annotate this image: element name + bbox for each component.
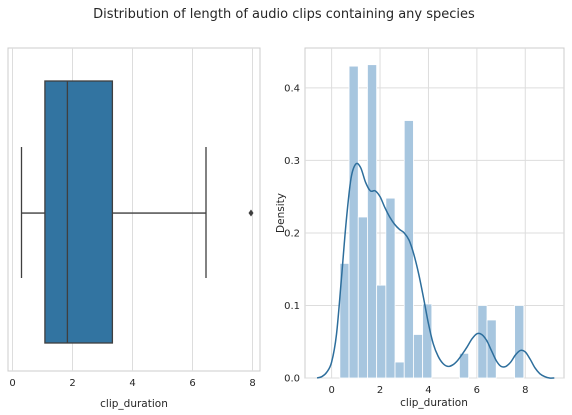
histogram-y-axis-label: Density: [275, 193, 287, 233]
boxplot-x-tick-label: 6: [189, 378, 195, 389]
histogram-bar: [514, 305, 525, 379]
histogram-bar: [367, 64, 378, 379]
histogram-y-tick-label: 0.4: [284, 83, 300, 94]
histogram-bar: [413, 334, 424, 379]
histogram-x-tick-label: 6: [474, 385, 480, 396]
boxplot-outlier-point: [248, 209, 254, 217]
histogram-bar: [394, 361, 405, 379]
histogram-tick-labels: 0 2 4 6 8 0.0 0.1 0.2 0.3 0.4: [284, 83, 528, 396]
histogram-x-tick-label: 0: [328, 385, 334, 396]
boxplot-marks: [20, 80, 254, 344]
histogram-bar: [477, 305, 488, 379]
histogram-y-tick-label: 0.0: [284, 374, 300, 385]
histogram-panel: 0 2 4 6 8 0.0 0.1 0.2 0.3 0.4 clip_duration Densi…: [275, 47, 565, 409]
boxplot-tick-labels: 0 2 4 6 8: [9, 378, 255, 389]
histogram-bar: [357, 216, 368, 379]
histogram-y-tick-label: 0.1: [284, 301, 300, 312]
histogram-x-axis-label: clip_duration: [400, 397, 468, 409]
figure-title: Distribution of length of audio clips co…: [93, 7, 475, 22]
histogram-bar: [385, 197, 396, 379]
kde-density-curve: [316, 162, 555, 379]
histogram-bar: [348, 65, 359, 379]
boxplot-panel: 0 2 4 6 8 clip_duration: [7, 47, 261, 410]
boxplot-x-tick-label: 2: [69, 378, 75, 389]
histogram-x-tick-label: 4: [425, 385, 431, 396]
histogram-bar: [403, 120, 414, 379]
boxplot-x-tick-label: 4: [129, 378, 135, 389]
histogram-bar: [376, 284, 387, 379]
histogram-x-tick-label: 8: [522, 385, 528, 396]
histogram-y-tick-label: 0.2: [284, 228, 300, 239]
histogram-y-tick-label: 0.3: [284, 156, 300, 167]
boxplot-x-axis-label: clip_duration: [100, 398, 168, 410]
boxplot-x-tick-label: 8: [249, 378, 255, 389]
histogram-bar: [486, 319, 497, 379]
boxplot-x-tick-label: 0: [9, 378, 15, 389]
histogram-bars: [339, 64, 525, 379]
boxplot-iqr-box: [44, 80, 114, 344]
histogram-bar: [459, 352, 470, 379]
histogram-x-tick-label: 2: [377, 385, 383, 396]
